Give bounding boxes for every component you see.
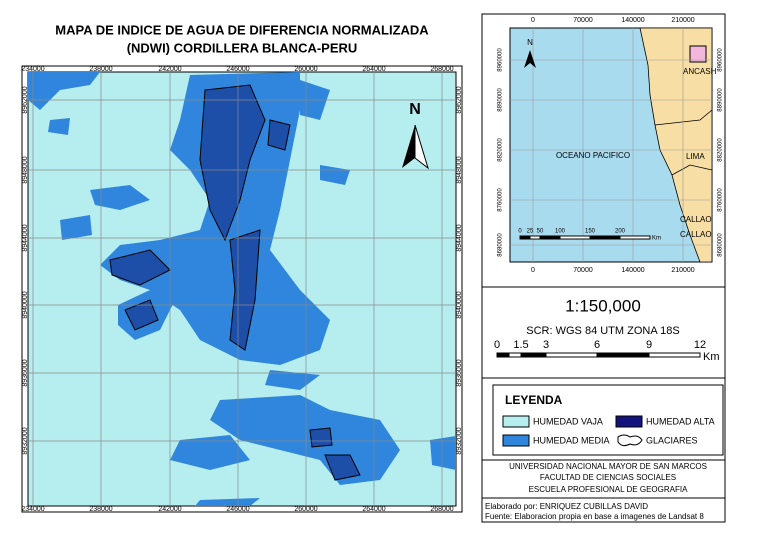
y-coord-label: 8936000 xyxy=(456,359,463,386)
inset-x-label: 70000 xyxy=(573,267,593,274)
institution: FACULTAD DE CIENCIAS SOCIALES xyxy=(540,473,676,482)
legend-item: HUMEDAD ALTA xyxy=(646,416,715,426)
x-coord-label: 268000 xyxy=(430,66,453,73)
place-label: LIMA xyxy=(686,152,705,161)
inset-north: N xyxy=(527,38,533,47)
x-coord-label: 238000 xyxy=(89,66,112,73)
y-coord-label: 8948000 xyxy=(22,156,29,183)
inset-scale-label: 0 xyxy=(518,229,522,235)
credit: Elaborado por: ENRIQUEZ CUBILLAS DAVID xyxy=(485,502,648,511)
y-coord-label: 8932000 xyxy=(456,427,463,454)
y-coord-label: 8944000 xyxy=(22,224,29,251)
scale-label: 12 xyxy=(694,339,706,351)
legend-item: HUMEDAD VAJA xyxy=(533,416,603,426)
inset-y-label: 8760000 xyxy=(718,188,724,212)
inset-y-label: 8820000 xyxy=(718,138,724,162)
scale-label: 9 xyxy=(646,339,652,351)
scale-label: 3 xyxy=(543,339,549,351)
inset-map xyxy=(509,27,713,263)
inset-y-label: 8820000 xyxy=(498,138,504,162)
institution: UNIVERSIDAD NACIONAL MAYOR DE SAN MARCOS xyxy=(509,462,707,471)
inset-y-label: 8760000 xyxy=(498,188,504,212)
scale-label: 6 xyxy=(594,339,600,351)
y-coord-label: 8936000 xyxy=(22,359,29,386)
map-body xyxy=(27,71,457,507)
y-coord-label: 8962000 xyxy=(456,86,463,113)
inset-y-label: 8890000 xyxy=(718,88,724,112)
legend-box xyxy=(492,384,724,456)
x-coord-label: 264000 xyxy=(362,506,385,513)
x-coord-label: 264000 xyxy=(362,66,385,73)
y-coord-label: 8944000 xyxy=(456,224,463,251)
legend-swatch xyxy=(617,434,643,447)
inset-y-label: 8890000 xyxy=(498,88,504,112)
inset-y-label: 8960000 xyxy=(498,48,504,72)
x-coord-label: 246000 xyxy=(226,506,249,513)
scale-ratio: 1:150,000 xyxy=(565,296,641,315)
y-coord-label: 8932000 xyxy=(22,427,29,454)
x-coord-label: 260000 xyxy=(294,506,317,513)
legend-title: LEYENDA xyxy=(505,393,563,407)
place-label: ANCASH xyxy=(683,67,717,76)
legend-swatch xyxy=(502,415,530,428)
inset-y-label: 8680000 xyxy=(498,233,504,257)
inset-x-label: 140000 xyxy=(621,267,644,274)
inset-y-label: 8680000 xyxy=(718,233,724,257)
inset-scale-label: 150 xyxy=(585,229,596,235)
legend-swatch xyxy=(615,415,643,428)
scale-bar xyxy=(496,352,701,358)
title: MAPA DE INDICE DE AGUA DE DIFERENCIA NOR… xyxy=(55,22,429,37)
inset-x-label: 210000 xyxy=(671,17,694,24)
inset-y-label: 8960000 xyxy=(718,48,724,72)
x-coord-label: 246000 xyxy=(226,66,249,73)
x-coord-label: 260000 xyxy=(294,66,317,73)
inset-scale-label: 200 xyxy=(615,229,626,235)
inset-scale-label: 25 xyxy=(527,229,534,235)
scale-label: 0 xyxy=(494,339,500,351)
inset-x-label: 70000 xyxy=(573,17,593,24)
place-label: OCEANO PACIFICO xyxy=(556,151,630,160)
institution: ESCUELA PROFESIONAL DE GEOGRAFIA xyxy=(529,485,689,494)
inset-x-label: 210000 xyxy=(671,267,694,274)
crs: SCR: WGS 84 UTM ZONA 18S xyxy=(526,325,679,337)
y-coord-label: 8948000 xyxy=(456,156,463,183)
place-label: CALLAO xyxy=(680,215,712,224)
credit: Fuente: Elaboracion propia en base a ima… xyxy=(485,512,704,521)
y-coord-label: 8940000 xyxy=(22,291,29,318)
y-coord-label: 8962000 xyxy=(22,86,29,113)
scale-unit: Km xyxy=(703,351,720,363)
y-coord-label: 8940000 xyxy=(456,291,463,318)
place-label: CALLAO xyxy=(680,230,712,239)
x-coord-label: 242000 xyxy=(158,66,181,73)
x-coord-label: 242000 xyxy=(158,506,181,513)
x-coord-label: 268000 xyxy=(430,506,453,513)
inset-x-label: 140000 xyxy=(621,17,644,24)
x-coord-label: 234000 xyxy=(21,506,44,513)
x-coord-label: 238000 xyxy=(89,506,112,513)
inset-scale-unit: Km xyxy=(652,236,661,242)
inset-scale-label: 50 xyxy=(537,229,544,235)
inset-scale-label: 100 xyxy=(555,229,566,235)
title: (NDWI) CORDILLERA BLANCA-PERU xyxy=(127,40,358,55)
legend-swatch xyxy=(502,434,530,447)
inset-x-label: 0 xyxy=(531,17,535,24)
legend-item: HUMEDAD MEDIA xyxy=(533,435,610,445)
legend-item: GLACIARES xyxy=(646,435,698,445)
north-label: N xyxy=(409,101,421,118)
x-coord-label: 234000 xyxy=(21,66,44,73)
inset-x-label: 0 xyxy=(531,267,535,274)
scale-label: 1.5 xyxy=(513,339,528,351)
